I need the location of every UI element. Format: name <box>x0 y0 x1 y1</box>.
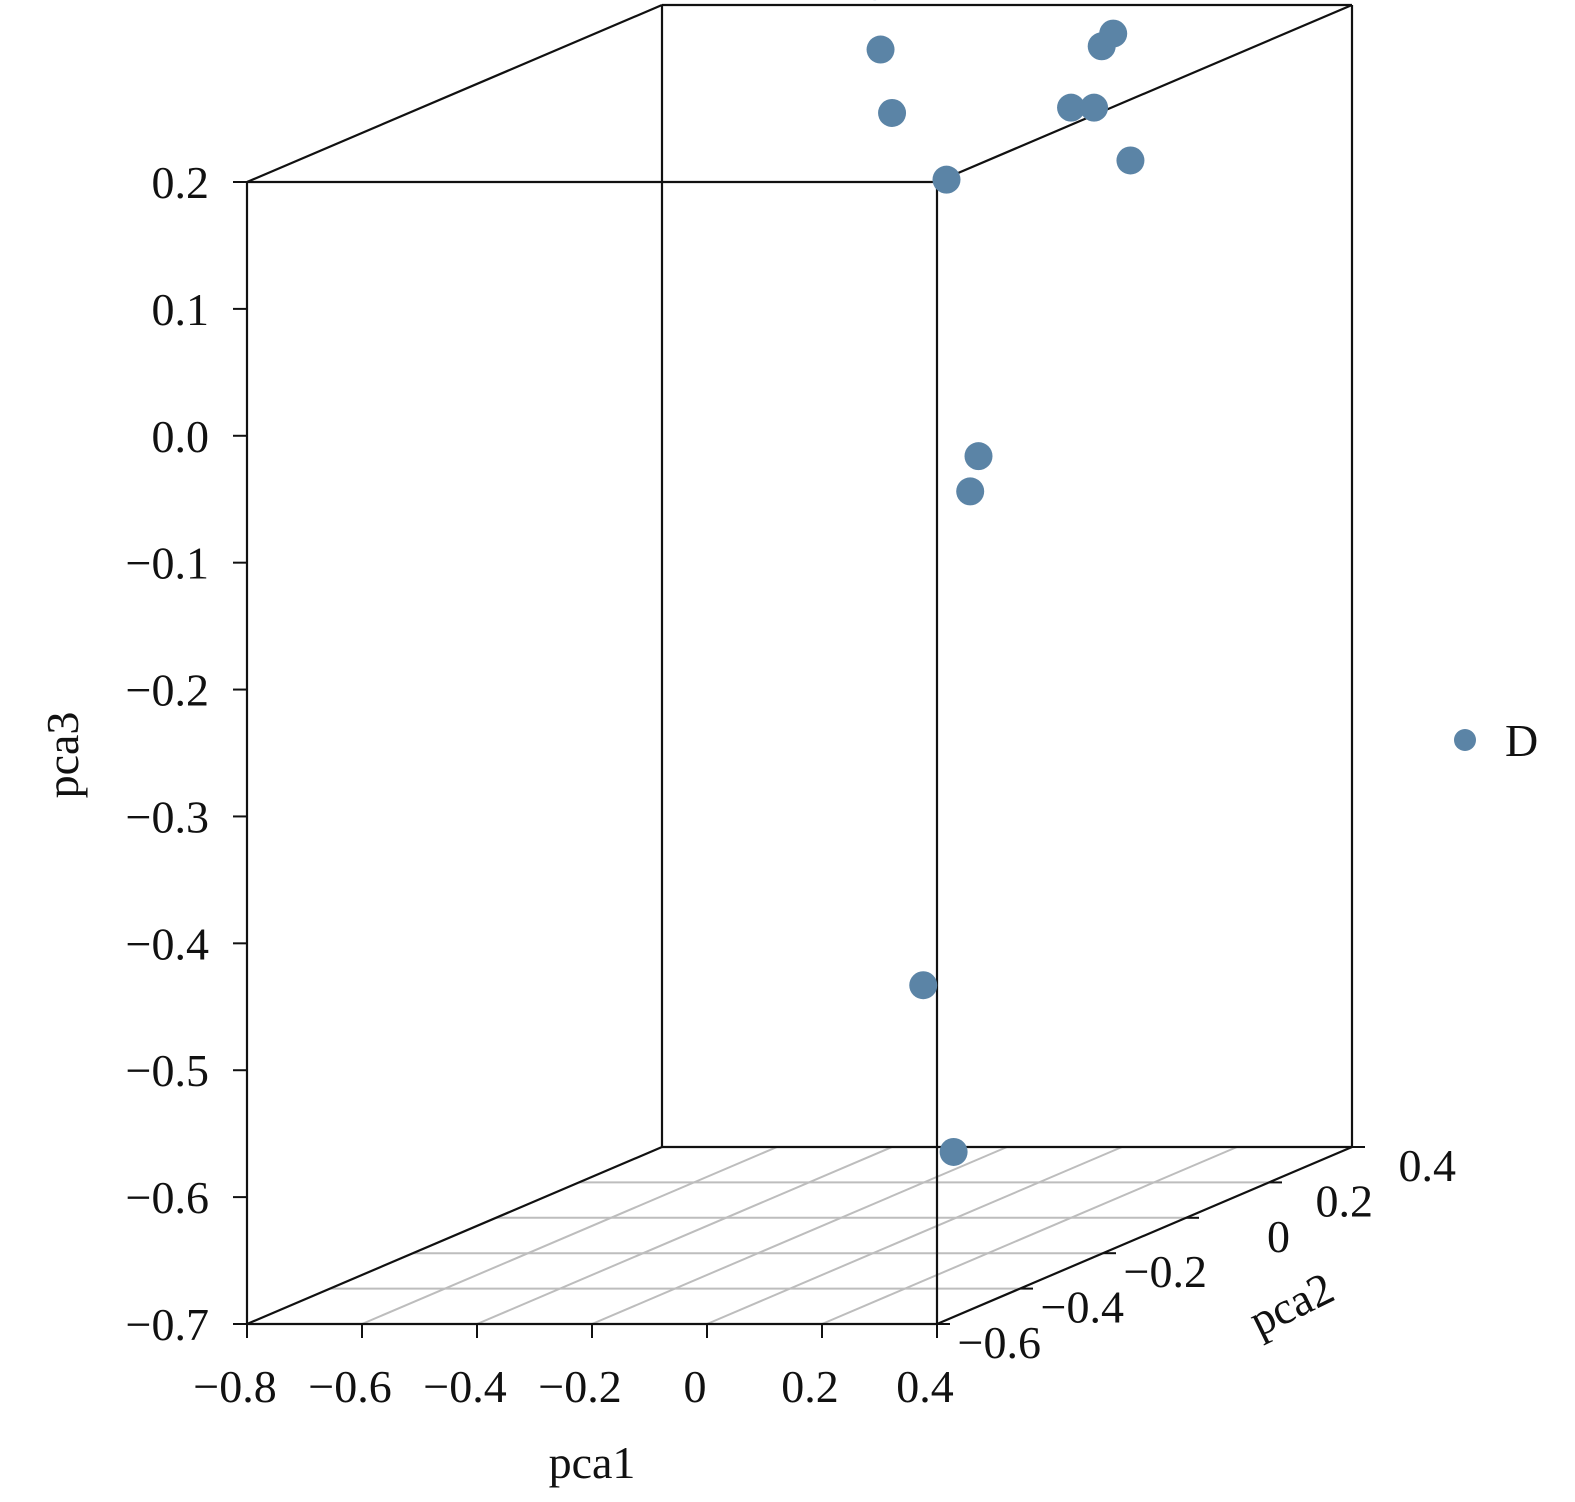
z-tick-label: −0.5 <box>126 1045 209 1096</box>
box-edge <box>246 3 663 184</box>
data-point-D <box>956 477 985 506</box>
y-tick-label: 0.4 <box>1399 1140 1457 1191</box>
data-point-D <box>1116 146 1145 175</box>
x-tick-label: 0.2 <box>781 1361 839 1412</box>
box-edge <box>936 1145 1353 1326</box>
x-tick-label: −0.4 <box>423 1361 506 1412</box>
data-point-D <box>1099 19 1128 48</box>
x-tick-label: −0.6 <box>308 1361 391 1412</box>
box-edge <box>246 1145 663 1326</box>
data-point-D <box>1080 93 1109 122</box>
box-edge <box>936 3 1353 184</box>
z-tick-label: 0.1 <box>152 284 210 335</box>
z-tick-label: 0.0 <box>152 411 210 462</box>
y-tick-label: 0.2 <box>1316 1175 1374 1226</box>
z-axis-title: pca3 <box>37 712 88 799</box>
x-axis-title: pca1 <box>549 1437 636 1488</box>
y-tick-label: −0.2 <box>1124 1246 1207 1297</box>
floor-grid-line-x <box>591 1146 1008 1325</box>
x-tick-label: 0 <box>684 1361 707 1412</box>
data-points <box>866 0 1145 1166</box>
z-tick-label: −0.7 <box>126 1299 209 1350</box>
z-tick-label: 0.2 <box>152 157 210 208</box>
z-tick-label: −0.1 <box>126 538 209 589</box>
x-tick-label: 0.4 <box>896 1361 954 1412</box>
x-tick-label: −0.8 <box>193 1361 276 1412</box>
floor-grid-line-x <box>821 1146 1238 1325</box>
y-tick-label: −0.4 <box>1041 1282 1124 1333</box>
legend-marker-D <box>1454 729 1476 751</box>
z-tick-label: −0.6 <box>126 1172 209 1223</box>
floor-grid-line-x <box>476 1146 893 1325</box>
data-point-D <box>878 98 907 127</box>
z-tick-label: −0.4 <box>126 918 209 969</box>
data-point-D <box>909 971 938 1000</box>
y-tick-label: 0 <box>1267 1211 1290 1262</box>
z-tick-label: −0.2 <box>126 665 209 716</box>
data-point-D <box>964 442 993 471</box>
data-point-D <box>866 35 895 64</box>
data-point-D <box>932 165 961 194</box>
axis-ticks: −0.7 −0.6 −0.5 −0.4 −0.3 −0.2 −0.1 0.0 0.1 0.2 −0.… <box>126 157 1456 1412</box>
floor-grid-line-x <box>361 1146 778 1325</box>
floor-grid-line-x <box>706 1146 1123 1325</box>
axes-box <box>245 3 1354 1326</box>
data-point-D <box>1057 93 1086 122</box>
floor-grid <box>330 1146 1269 1325</box>
x-tick-label: −0.2 <box>538 1361 621 1412</box>
data-point-D <box>939 1137 968 1166</box>
y-tick-label: −0.6 <box>958 1317 1041 1368</box>
y-axis-title: pca2 <box>1241 1262 1341 1346</box>
legend-label-D: D <box>1505 715 1538 766</box>
z-tick-label: −0.3 <box>126 791 209 842</box>
legend: D <box>1454 715 1538 766</box>
